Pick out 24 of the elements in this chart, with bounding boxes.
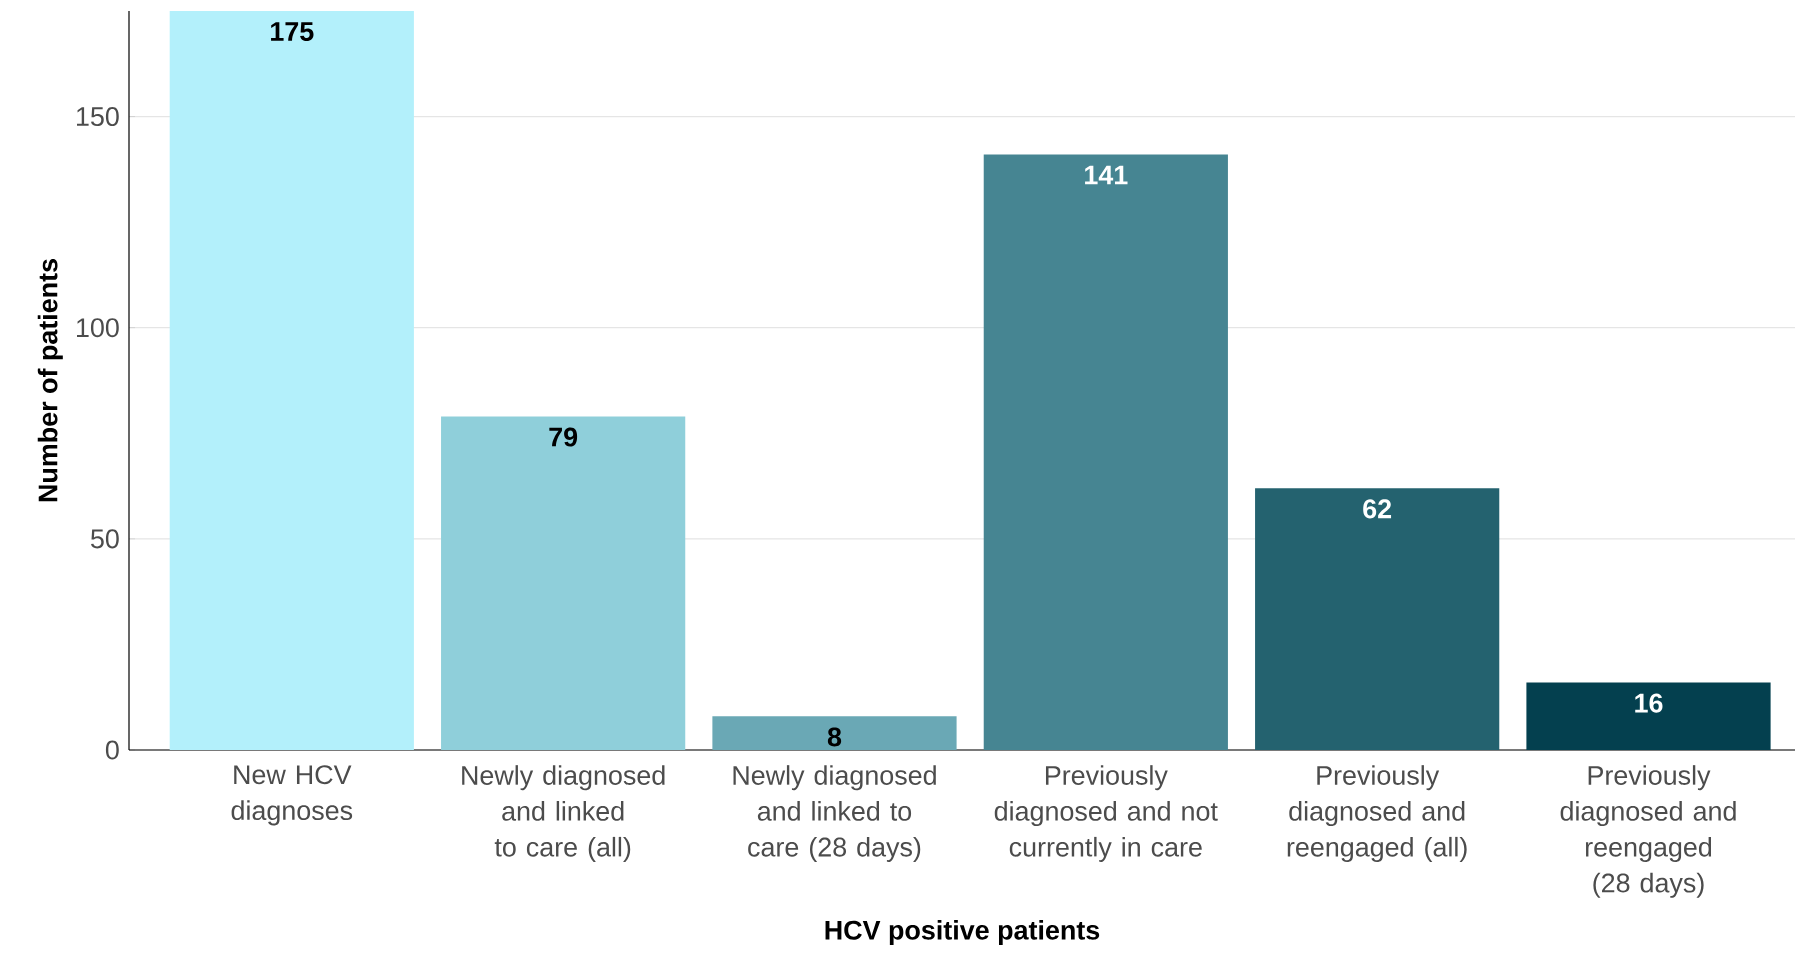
x-tick-label: New HCV diagnoses (231, 765, 353, 826)
bar (169, 10, 414, 750)
y-tick-label: 150 (77, 107, 119, 127)
y-tick-label: 50 (90, 529, 119, 549)
data-label: 141 (1085, 165, 1128, 185)
data-label: 8 (827, 727, 842, 747)
y-tick-label: 100 (77, 318, 119, 338)
bar (983, 154, 1228, 750)
bar (712, 716, 957, 750)
data-label: 62 (1363, 499, 1392, 519)
x-tick-label: Previously diagnosed and reengaged (28 days) (1560, 765, 1736, 898)
x-tick-label: Previously diagnosed and not currently in care (994, 765, 1218, 862)
y-axis-title: Number of patients (37, 259, 63, 502)
y-tick-label: 0 (105, 740, 119, 760)
x-tick-label: Newly diagnosed and linked to care (28 days) (733, 765, 936, 862)
x-axis-title: HCV positive patients (825, 919, 1100, 946)
data-label: 175 (271, 22, 314, 41)
bar (1255, 488, 1500, 750)
x-tick-label: Newly diagnosed and linked to care (all) (462, 765, 665, 862)
x-tick-label: Previously diagnosed and reengaged (all) (1287, 765, 1467, 862)
bar (441, 416, 686, 750)
bar (1526, 682, 1771, 750)
data-label: 79 (549, 427, 578, 447)
data-label: 16 (1635, 693, 1663, 713)
